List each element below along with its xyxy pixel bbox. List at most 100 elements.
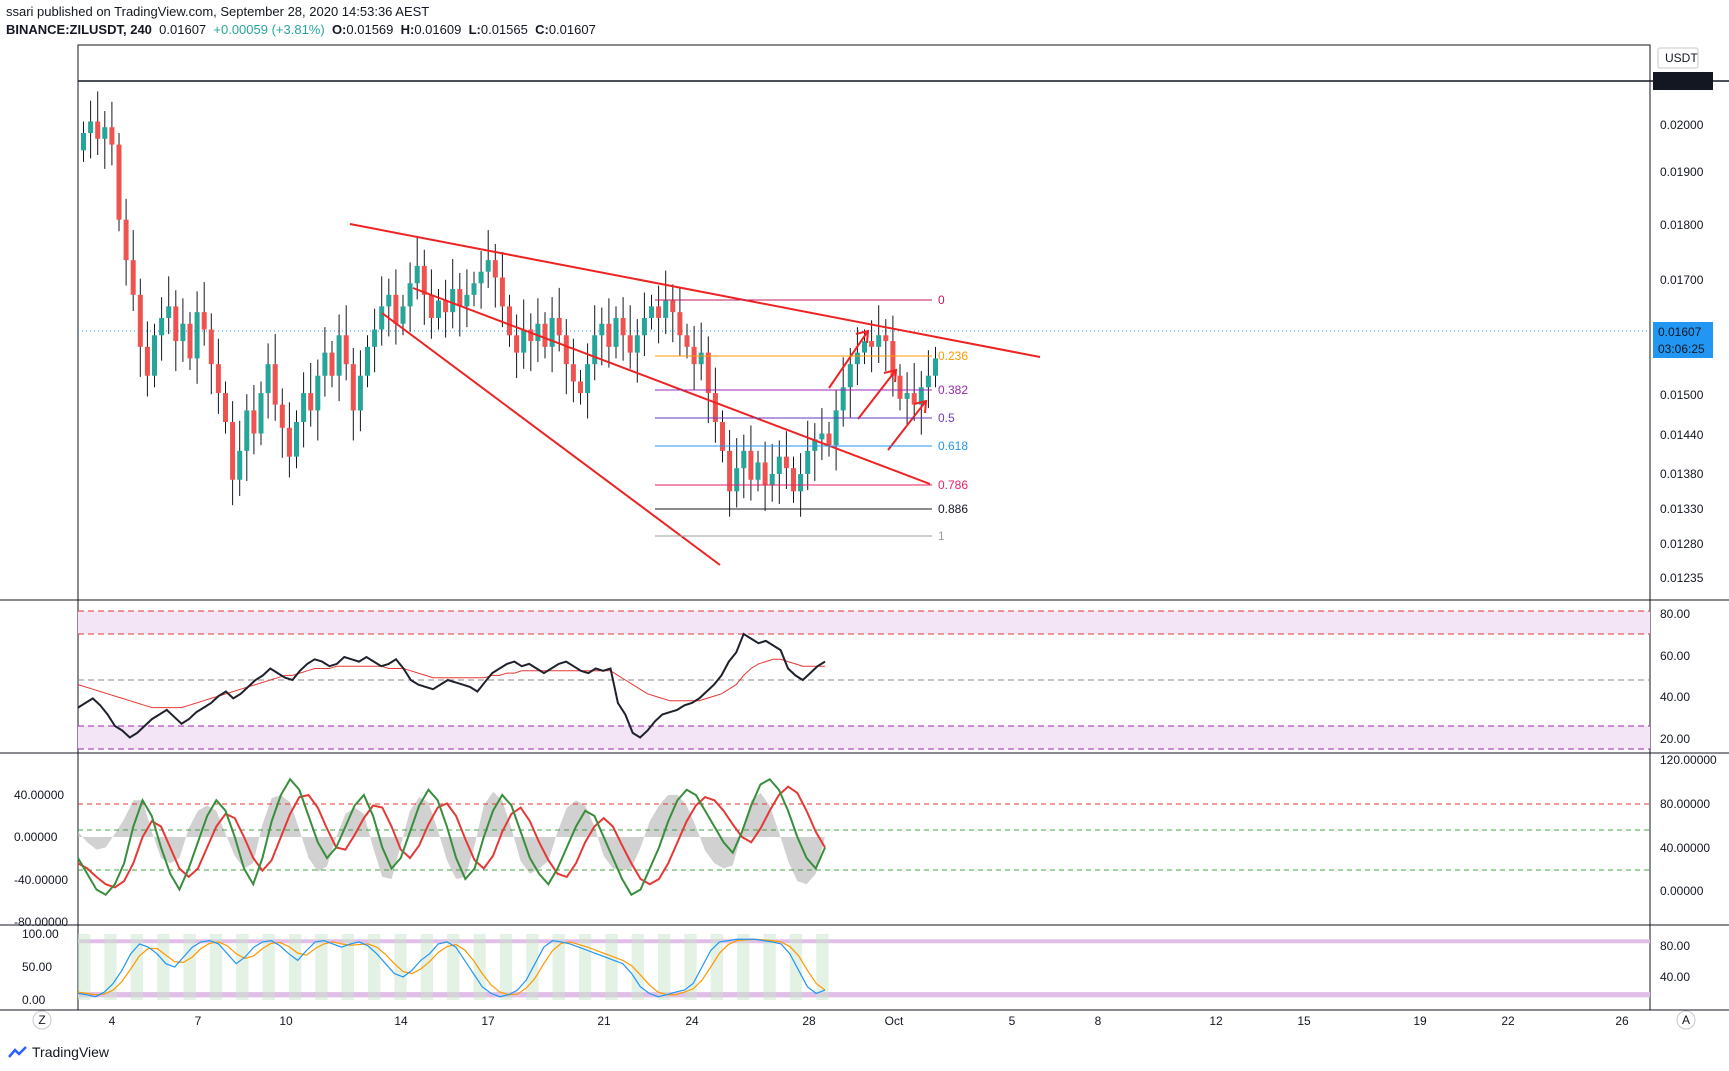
tradingview-logo-icon [8,1046,27,1058]
arrow-head-1 [883,368,898,383]
candle-body-94 [748,450,754,480]
stoch-d-line [77,938,826,996]
publish-info: ssari published on TradingView.com, Sept… [6,4,429,19]
candle-body-111 [869,341,875,347]
rsi-tick-0: 80.00 [1660,607,1690,621]
zoom-button-label: Z [38,1013,45,1027]
time-tick-6: 24 [685,1014,699,1028]
stoch-bg-bar-81 [789,934,803,1000]
candle-body-22 [237,450,243,480]
candle-body-88 [705,352,711,394]
candle-body-82 [663,300,669,318]
candle-body-38 [350,364,356,411]
candle-body-83 [670,300,676,313]
rsi-tick-1: 60.00 [1660,649,1690,663]
zoom-button [32,1010,52,1030]
current-price-box [1653,322,1713,358]
wt-left-tick-1: 0.00000 [14,830,58,844]
candle-body-55 [471,283,477,295]
candle-series [81,91,938,517]
candle-body-10 [152,335,157,376]
candle-body-87 [698,352,704,365]
candle-body-43 [386,294,392,307]
stoch-bg-bar-75 [737,934,750,1000]
stoch-bg-bar-27 [315,934,328,1000]
candle-body-116 [904,393,910,399]
change-value: +0.00059 (+3.81%) [213,22,325,37]
candle-body-62 [521,329,527,353]
candle-body-39 [357,375,363,411]
rsi-upper-band [78,611,1650,634]
stoch-bg-bar-12 [183,934,196,1000]
stoch-left-tick-0: 100.00 [22,927,59,941]
time-tick-13: 19 [1413,1014,1427,1028]
candle-body-59 [499,277,505,307]
time-tick-14: 22 [1501,1014,1515,1028]
fib-label-4: 0.618 [938,439,968,453]
candle-body-100 [791,468,796,492]
candle-body-117 [911,393,917,405]
candle-body-9 [144,346,150,376]
fib-label-0: 0 [938,293,945,307]
rsi-ma-line [77,658,825,709]
candle-body-56 [478,271,484,284]
candle-body-104 [819,433,825,440]
candle-body-3 [102,127,108,139]
candle-body-37 [343,335,349,365]
fib-retracement: 0 0.236 0.382 0.5 0.618 0.786 0.886 1 [655,293,968,543]
candle-body-47 [414,265,420,284]
candle-body-6 [123,219,129,261]
candle-body-19 [215,364,221,394]
stoch-bg-bar-84 [816,934,829,1000]
candle-body-69 [570,364,576,382]
candle-body-49 [428,294,434,318]
candle-body-45 [400,306,406,324]
indicator-bands [78,611,1650,998]
candle-body-26 [265,364,271,394]
brand-logo[interactable]: TradingView [8,1044,109,1060]
price-axes: 0.02000 0.01900 0.01800 0.01700 0.01500 0.014… [1653,47,1713,585]
wt-left-tick-2: -40.00000 [14,873,68,887]
candle-body-63 [528,329,534,342]
candle-body-110 [862,341,867,353]
stoch-bg-bar-78 [763,934,776,1000]
trend-line-0 [349,223,1041,358]
candle-body-11 [159,317,165,336]
time-tick-9: 5 [1009,1014,1016,1028]
drawing-lines [349,223,1041,566]
price-tick-2: 0.01800 [1660,218,1704,232]
candle-body-13 [173,306,179,342]
candle-body-97 [769,473,775,486]
candle-body-30 [294,421,299,457]
candle-body-25 [258,393,264,434]
stoch-bg-bar-30 [341,934,354,1000]
high-marker-box [1653,72,1713,90]
candle-body-40 [365,346,370,376]
currency-box [1657,47,1699,69]
candle-body-0 [81,133,86,151]
stoch-k-line [77,938,826,998]
wavetrend-panel: 40.00000 0.00000 -40.00000 -80.00000 120.000… [14,753,1717,929]
candle-body-51 [443,300,449,313]
fib-label-1: 0.236 [938,349,968,363]
candle-body-61 [514,335,520,353]
publish-text: ssari published on TradingView.com, Sept… [6,4,430,19]
symbol-info-bar: BINANCE:ZILUSDT, 240 0.01607 +0.00059 (+… [6,22,596,37]
rsi-lower-band [78,726,1650,749]
price-tick-0: 0.02000 [1660,118,1704,132]
time-tick-8: Oct [885,1014,904,1028]
candle-body-42 [379,306,385,330]
fib-label-7: 1 [938,529,945,543]
stoch-bg-bar-45 [473,934,486,1000]
candle-body-31 [301,393,307,422]
arrow-head-0 [855,329,870,344]
countdown-label: 03:06:25 [1658,342,1705,356]
stoch-upper-band [78,939,1650,944]
candle-body-75 [613,317,619,347]
stoch-bg-bar-21 [262,934,275,1000]
rsi-tick-3: 20.00 [1660,732,1690,746]
fib-label-2: 0.382 [938,383,968,397]
stoch-bg-bar-48 [499,934,513,1000]
